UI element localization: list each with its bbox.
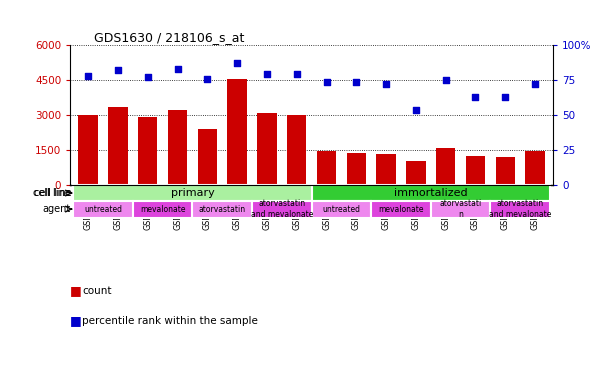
Text: primary: primary [170, 188, 214, 198]
Bar [431, 201, 491, 217]
Text: ■: ■ [70, 314, 82, 327]
Bar [287, 115, 306, 185]
Bar [192, 201, 252, 217]
Bar [227, 80, 247, 185]
Point [351, 78, 361, 84]
Point [292, 72, 302, 78]
Bar [491, 201, 550, 217]
Bar [133, 201, 192, 217]
Point [321, 78, 331, 84]
Text: agent: agent [43, 204, 71, 214]
Text: ■: ■ [70, 284, 82, 297]
Point [143, 74, 153, 80]
Point [530, 81, 540, 87]
Bar [312, 201, 371, 217]
Text: immortalized: immortalized [394, 188, 467, 198]
Text: count: count [82, 286, 112, 296]
Bar [197, 129, 217, 185]
Point [441, 77, 450, 83]
Bar [312, 185, 550, 201]
Point [381, 81, 391, 87]
Point [470, 94, 480, 100]
Bar [78, 114, 98, 185]
Point [411, 106, 421, 112]
Text: atorvastatin
and mevalonate: atorvastatin and mevalonate [251, 200, 313, 219]
Bar [252, 201, 312, 217]
Bar [371, 201, 431, 217]
Text: untreated: untreated [323, 205, 360, 214]
Point [83, 73, 93, 79]
Text: GDS1630 / 218106_s_at: GDS1630 / 218106_s_at [95, 31, 245, 44]
Text: atorvastatin
and mevalonate: atorvastatin and mevalonate [489, 200, 551, 219]
Bar [168, 110, 187, 185]
Text: cell line: cell line [33, 188, 71, 198]
Bar [436, 148, 455, 185]
Bar [496, 158, 515, 185]
Point [202, 76, 212, 82]
Bar [525, 152, 545, 185]
Bar [73, 201, 133, 217]
Bar [108, 108, 128, 185]
Text: atorvastati
n: atorvastati n [439, 200, 481, 219]
Text: percentile rank within the sample: percentile rank within the sample [82, 316, 258, 326]
Bar [317, 150, 336, 185]
Text: mevalonate: mevalonate [140, 205, 185, 214]
Text: mevalonate: mevalonate [378, 205, 424, 214]
Point [500, 94, 510, 100]
Bar [73, 185, 312, 201]
Text: atorvastatin: atorvastatin [199, 205, 246, 214]
Bar [346, 153, 366, 185]
Bar [466, 156, 485, 185]
Bar [406, 161, 426, 185]
Text: untreated: untreated [84, 205, 122, 214]
Bar [376, 154, 396, 185]
Point [232, 60, 242, 66]
Bar [257, 113, 277, 185]
Text: cell line: cell line [34, 188, 71, 198]
Point [173, 66, 183, 72]
Bar [138, 117, 158, 185]
Point [113, 67, 123, 73]
Point [262, 72, 272, 78]
